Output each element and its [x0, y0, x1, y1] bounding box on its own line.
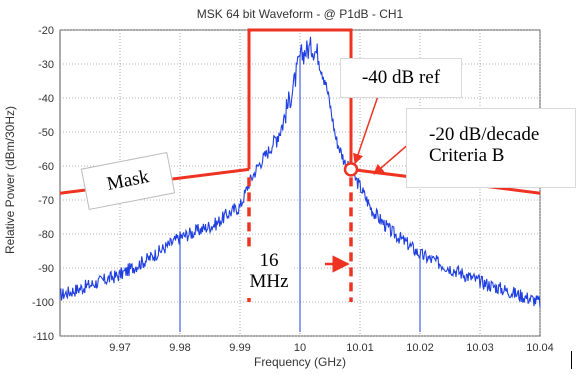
x-ticks: 9.97 9.98 9.99 10 10.01 10.02 10.03 10.04	[109, 342, 553, 354]
slope-label-line1: -20 dB/decade	[429, 124, 540, 145]
y-tick-label: -80	[38, 229, 54, 241]
chart-title: MSK 64 bit Waveform - @ P1dB - CH1	[197, 7, 404, 21]
ref-point-marker	[343, 162, 359, 177]
slope-label-line2: Criteria B	[429, 144, 505, 166]
y-tick-label: -90	[38, 263, 54, 275]
x-tick-label: 10.04	[526, 342, 554, 354]
series-group	[59, 36, 541, 332]
x-tick-label: 9.98	[169, 342, 190, 354]
x-tick-label: 10.01	[346, 342, 374, 354]
slope-label-box: -20 dB/decade Criteria B	[406, 108, 576, 188]
ref-arrow	[353, 95, 379, 165]
y-axis-label: Relative Power (dBm/30Hz)	[3, 106, 17, 254]
ref-label: -40 dB ref	[361, 66, 441, 88]
y-tick-label: -40	[38, 93, 54, 105]
y-ticks: -20 -30 -40 -50 -60 -70 -80 -90 -100 -110	[32, 25, 54, 343]
x-tick-label: 10.02	[406, 342, 434, 354]
y-tick-label: -30	[38, 59, 54, 71]
series-line	[59, 36, 541, 308]
y-tick-label: -110	[33, 331, 54, 343]
y-tick-label: -60	[38, 161, 54, 173]
x-axis-label: Frequency (GHz)	[254, 355, 346, 369]
y-tick-label: -70	[38, 195, 54, 207]
y-tick-label: -20	[38, 25, 54, 37]
mask-wall	[247, 28, 353, 170]
x-tick-label: 9.97	[109, 342, 130, 354]
y-tick-label: -100	[32, 297, 54, 309]
x-tick-label: 9.99	[229, 342, 250, 354]
ref-label-box: -40 dB ref	[340, 58, 462, 98]
bandwidth-label-line2: MHz	[249, 270, 289, 292]
text-cursor	[571, 351, 572, 369]
x-tick-label: 10	[294, 342, 306, 354]
x-tick-label: 10.03	[466, 342, 494, 354]
y-tick-label: -50	[38, 127, 54, 139]
bandwidth-label-box: 16 MHz	[244, 248, 294, 298]
bandwidth-label-line1: 16	[259, 250, 279, 271]
mask-label: Mask	[105, 165, 151, 195]
